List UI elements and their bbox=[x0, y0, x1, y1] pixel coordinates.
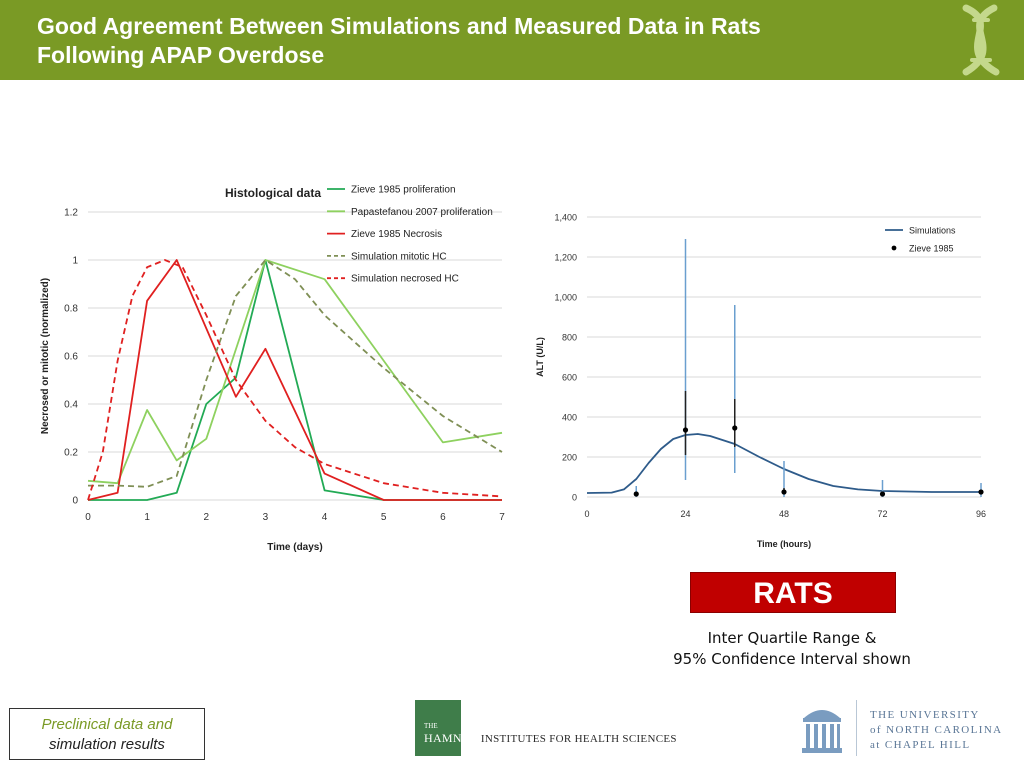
unc-divider bbox=[856, 700, 857, 756]
interval-note-line2: 95% Confidence Interval shown bbox=[673, 650, 911, 668]
slide-title: Good Agreement Between Simulations and M… bbox=[37, 12, 917, 70]
chart1-y-tick-label: 1,200 bbox=[554, 253, 577, 263]
chart1-data-point bbox=[781, 489, 787, 495]
chart0-legend-label: Simulation necrosed HC bbox=[351, 274, 459, 285]
chart0-x-tick-label: 3 bbox=[263, 512, 269, 523]
chart1-y-tick-label: 0 bbox=[572, 493, 577, 503]
chart0-x-tick-label: 2 bbox=[204, 512, 210, 523]
chart1-y-tick-label: 200 bbox=[562, 453, 577, 463]
chart0-legend-label: Zieve 1985 Necrosis bbox=[351, 229, 442, 240]
chart1-y-axis-label: ALT (U/L) bbox=[535, 337, 545, 377]
unc-line2: of NORTH CAROLINA bbox=[870, 724, 1003, 736]
chart1-legend-label: Zieve 1985 bbox=[909, 244, 954, 254]
chart1-y-tick-label: 1,000 bbox=[554, 293, 577, 303]
chart0-legend-label: Simulation mitotic HC bbox=[351, 251, 447, 262]
chart1-x-tick-label: 72 bbox=[877, 509, 887, 519]
chart0-y-tick-label: 0.2 bbox=[64, 448, 78, 459]
chart1-data-point bbox=[879, 491, 886, 497]
alt-chart: 0 200 400 600 800 1,000 1,200 1,400 0 24 48 72 96 Tim… bbox=[535, 213, 986, 550]
chart1-legend-swatch bbox=[891, 245, 897, 251]
chart0-y-axis-label: Necrosed or mitotic (normalized) bbox=[40, 278, 51, 434]
unc-wordmark: THE UNIVERSITY of NORTH CAROLINA at CHAP… bbox=[870, 708, 1003, 753]
chart0-y-tick-label: 0.8 bbox=[64, 304, 78, 315]
chart0-series-line bbox=[87, 259, 503, 485]
chart0-x-tick-label: 0 bbox=[85, 512, 91, 523]
interval-note: Inter Quartile Range & 95% Confidence In… bbox=[640, 628, 944, 670]
caption-line2: simulation results bbox=[49, 736, 165, 753]
chart1-x-tick-label: 96 bbox=[976, 509, 986, 519]
chart0-x-tick-label: 7 bbox=[499, 512, 505, 523]
chart0-legend-label: Zieve 1985 proliferation bbox=[351, 185, 456, 196]
chart0-y-tick-label: 1 bbox=[72, 256, 78, 267]
chart0-x-tick-label: 4 bbox=[322, 512, 328, 523]
interval-note-line1: Inter Quartile Range & bbox=[707, 629, 877, 647]
chart1-y-tick-label: 800 bbox=[562, 333, 577, 343]
hamner-logo: THE HAMNER INSTITUTES FOR HEALTH SCIENCE… bbox=[415, 700, 676, 758]
hamner-name-first: HAMNER bbox=[424, 731, 478, 745]
unc-line1: THE UNIVERSITY bbox=[870, 709, 980, 721]
caption-line1: Preclinical data and bbox=[41, 716, 173, 733]
chart0-y-tick-label: 0.4 bbox=[64, 400, 78, 411]
chart1-x-tick-label: 24 bbox=[680, 509, 690, 519]
chart1-data-point bbox=[682, 427, 689, 433]
chart1-series-line bbox=[586, 433, 981, 494]
old-well-icon bbox=[802, 710, 842, 753]
histological-chart: 0 0.2 0.4 0.6 0.8 1 1.2 0 1 2 3 4 5 6 7 Time (days) Necr… bbox=[40, 185, 505, 554]
chart1-data-point bbox=[978, 489, 984, 495]
chart1-data-point bbox=[633, 491, 639, 497]
chart0-title: Histological data bbox=[225, 186, 321, 200]
chart1-data-point bbox=[732, 425, 738, 431]
chart0-x-axis-label: Time (days) bbox=[267, 542, 322, 553]
chart1-legend-label: Simulations bbox=[909, 226, 956, 236]
rats-label-box: RATS bbox=[690, 572, 896, 613]
header-bar: Good Agreement Between Simulations and M… bbox=[0, 0, 1024, 80]
chart1-y-tick-label: 1,400 bbox=[554, 213, 577, 223]
chart0-y-tick-label: 0.6 bbox=[64, 352, 78, 363]
chart0-y-tick-label: 1.2 bbox=[64, 208, 78, 219]
hamner-name-rest: INSTITUTES FOR HEALTH SCIENCES bbox=[477, 733, 677, 745]
hamner-the: THE bbox=[424, 722, 438, 730]
slide-title-line1: Good Agreement Between Simulations and M… bbox=[37, 13, 761, 39]
slide-title-line2: Following APAP Overdose bbox=[37, 42, 325, 68]
chart0-series-line bbox=[87, 259, 503, 501]
chart0-x-tick-label: 6 bbox=[440, 512, 446, 523]
chart0-x-tick-label: 5 bbox=[381, 512, 387, 523]
dna-helix-icon bbox=[962, 4, 1000, 76]
unc-logo: THE UNIVERSITY of NORTH CAROLINA at CHAP… bbox=[800, 700, 1015, 760]
chart1-x-tick-label: 48 bbox=[779, 509, 789, 519]
chart0-y-tick-label: 0 bbox=[72, 496, 78, 507]
chart1-y-tick-label: 400 bbox=[562, 413, 577, 423]
caption-box: Preclinical data and simulation results bbox=[9, 708, 205, 760]
unc-line3: at CHAPEL HILL bbox=[870, 739, 971, 751]
chart0-series-line bbox=[87, 259, 502, 501]
hamner-name: HAMNER INSTITUTES FOR HEALTH SCIENCES bbox=[424, 731, 676, 746]
chart0-legend-label: Papastefanou 2007 proliferation bbox=[351, 207, 493, 218]
chart1-x-axis-label: Time (hours) bbox=[757, 539, 811, 549]
chart0-series-line bbox=[88, 259, 503, 488]
chart0-x-tick-label: 1 bbox=[144, 512, 150, 523]
chart1-y-tick-label: 600 bbox=[562, 373, 577, 383]
hamner-badge bbox=[415, 700, 461, 756]
chart1-x-tick-label: 0 bbox=[584, 509, 589, 519]
